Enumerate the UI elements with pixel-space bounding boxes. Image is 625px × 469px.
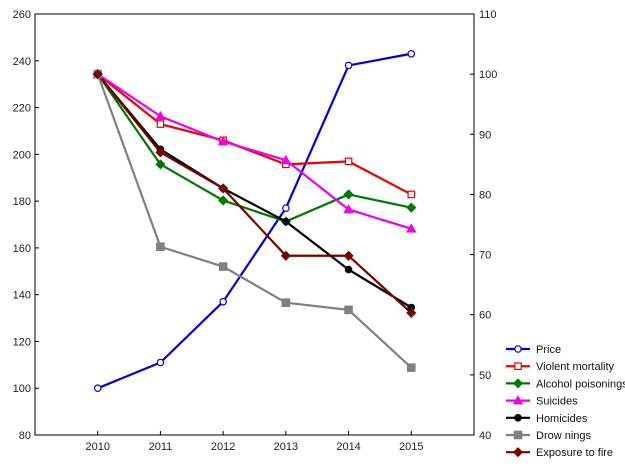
left-axis-tick-label: 120 [13,336,31,348]
series-line-violent-mortality [97,73,412,196]
data-point-violent-mortality [156,120,165,128]
left-axis-tick-label: 220 [13,103,31,115]
legend-label: Exposure to fire [536,447,613,459]
left-axis-tick-label: 160 [13,243,31,255]
data-point-suicides [343,204,354,214]
right-axis-tick-label: 90 [479,129,491,141]
x-axis-tick-label: 2010 [85,441,109,453]
data-point-price [156,358,165,367]
left-axis-tick-label: 100 [13,383,31,395]
series-line-exposure-to-fire [96,73,413,314]
data-point-exposure-to-fire [280,250,291,261]
legend-label: Drow nings [536,430,592,442]
legend-item-price: Price [506,344,561,356]
data-point-alcohol-poisonings [343,189,354,200]
data-point-exposure-to-fire [155,147,166,158]
right-axis-tick-label: 100 [479,69,497,81]
legend-swatch-marker [512,378,524,389]
data-point-drow-nings [156,242,165,252]
x-axis-tick-label: 2011 [149,441,173,453]
data-point-alcohol-poisonings [155,159,166,170]
data-point-exposure-to-fire [343,250,354,261]
data-point-price [407,49,416,58]
series-line-suicides [97,73,412,230]
series-line-price [97,52,412,390]
x-axis-tick-label: 2014 [336,441,360,453]
left-axis-tick-label: 260 [13,9,31,21]
right-axis-tick-label: 50 [479,370,491,382]
left-axis-tick-label: 200 [13,149,31,161]
data-point-drow-nings [344,305,353,315]
legend-swatch-marker [514,345,522,353]
data-point-suicides [406,223,417,233]
legend-item-homicides: Homicides [506,413,588,425]
legend-item-drow-nings: Drow nings [506,430,592,442]
legend-swatch-marker [514,362,522,371]
right-axis-tick-label: 70 [479,250,491,262]
data-point-price [344,61,353,70]
legend-item-violent-mortality: Violent mortality [506,361,615,373]
data-point-price [219,297,227,306]
left-axis-tick-label: 140 [13,290,31,302]
data-point-exposure-to-fire [218,183,229,194]
legend-swatch-marker [513,430,523,440]
x-axis-tick-label: 2012 [211,441,235,453]
legend-item-suicides: Suicides [506,395,578,408]
data-point-alcohol-poisonings [218,195,229,206]
series-line-alcohol-poisonings [96,73,412,223]
x-axis-tick-label: 2015 [399,441,423,453]
data-point-homicides [282,217,290,226]
legend-swatch-marker [512,447,524,458]
data-point-exposure-to-fire [406,307,417,318]
data-point-suicides [217,136,229,146]
left-axis-tick-label: 180 [13,196,31,208]
data-point-violent-mortality [344,157,353,166]
legend-label: Price [536,344,561,356]
legend-item-exposure-to-fire: Exposure to fire [506,447,613,459]
x-axis-tick-label: 2013 [274,441,298,453]
legend-swatch-marker [512,395,524,405]
data-point-suicides [155,110,166,121]
data-point-drow-nings [218,262,228,271]
right-axis-tick-label: 110 [479,9,497,21]
legend-label: Homicides [536,413,588,425]
legend-swatch-marker [514,413,522,422]
right-axis-tick-label: 80 [479,189,491,201]
data-point-suicides [280,154,292,164]
data-point-homicides [344,265,353,274]
data-point-price [282,204,290,212]
series-line-homicides [96,73,412,309]
legend-label: Alcohol poisonings [536,378,625,390]
right-axis-tick-label: 40 [479,430,491,442]
data-point-violent-mortality [407,190,416,199]
right-axis-tick-label: 60 [479,310,491,322]
data-point-drow-nings [406,363,416,372]
left-axis-tick-label: 240 [13,56,31,68]
legend-item-alcohol-poisonings: Alcohol poisonings [506,378,625,390]
legend-label: Suicides [536,396,578,408]
left-axis-tick-label: 80 [19,430,31,442]
series-line-drow-nings [96,73,413,369]
data-point-exposure-to-fire [92,69,103,80]
data-point-alcohol-poisonings [406,202,417,213]
data-point-drow-nings [281,298,291,307]
data-point-price [93,384,102,393]
plot-area-frame [34,13,475,436]
legend-label: Violent mortality [536,361,615,373]
